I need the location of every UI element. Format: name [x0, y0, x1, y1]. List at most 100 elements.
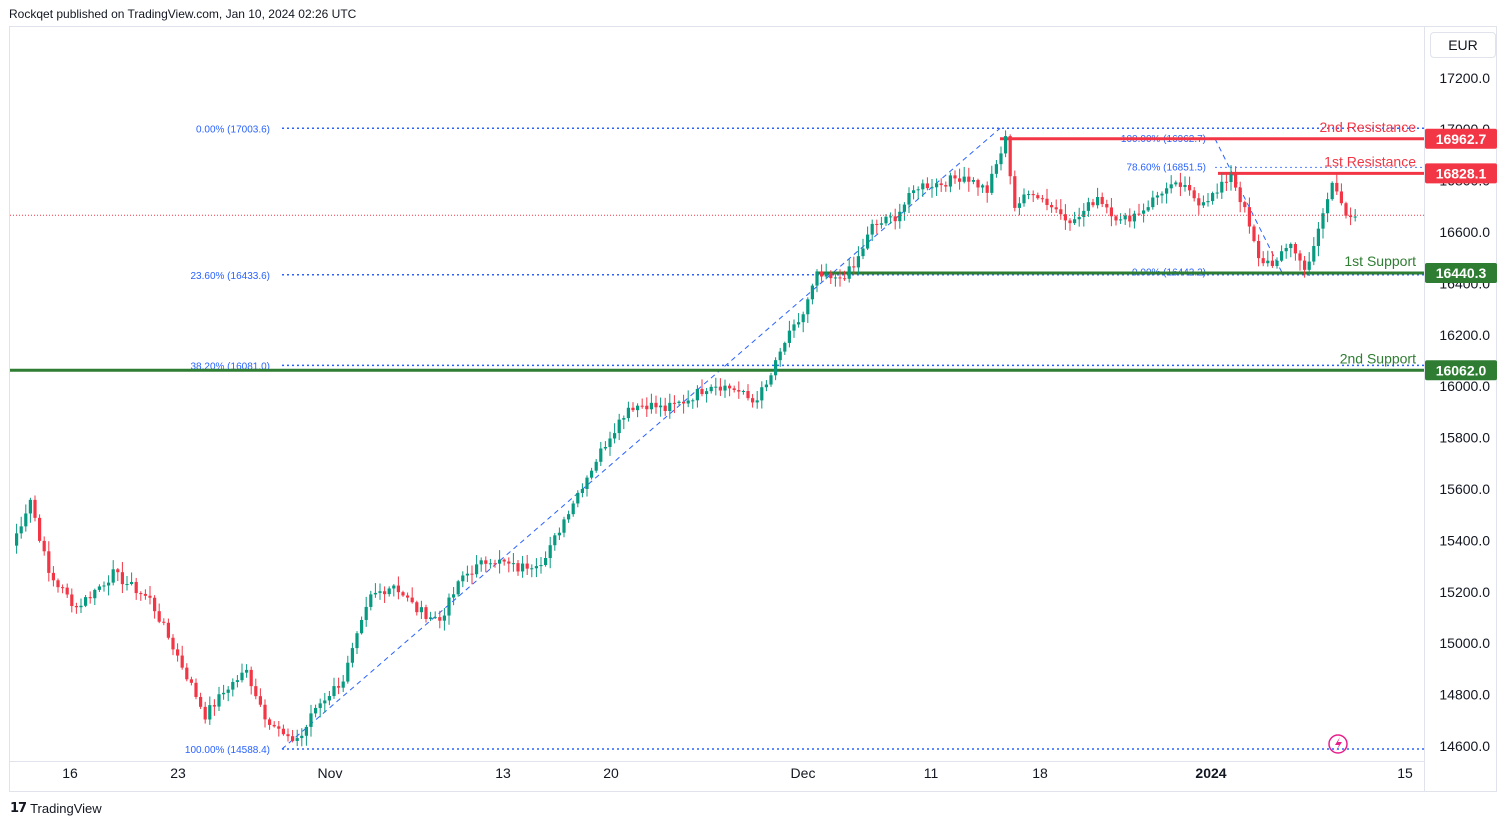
candle: [1353, 209, 1357, 222]
candle: [93, 588, 97, 606]
candle: [378, 583, 382, 600]
candle: [728, 383, 732, 397]
candle-body: [222, 692, 226, 695]
candle: [300, 728, 304, 747]
candle: [479, 557, 483, 572]
candle: [291, 729, 295, 743]
candle-body: [1289, 243, 1293, 249]
candle-body: [1059, 209, 1063, 215]
candle: [1137, 203, 1141, 216]
fib-level-label: 23.60% (16433.6): [190, 271, 270, 282]
candle: [654, 395, 658, 414]
candle-body: [898, 211, 902, 222]
candle-body: [194, 682, 198, 697]
level-badge-label: 16828.1: [1436, 165, 1487, 181]
candle: [42, 536, 46, 556]
candle: [507, 557, 511, 573]
candle-body: [153, 597, 157, 612]
candle: [429, 611, 433, 622]
candle: [732, 385, 736, 393]
candle-body: [700, 388, 704, 395]
candle-body: [1275, 260, 1279, 266]
candle: [1289, 242, 1293, 258]
candle: [1243, 200, 1247, 213]
candle: [755, 390, 759, 409]
level-badge-bg: [1425, 263, 1497, 284]
candle: [1275, 257, 1279, 269]
candle: [636, 403, 640, 418]
candle: [406, 592, 410, 602]
candle-body: [1096, 196, 1100, 206]
candle-body: [801, 314, 805, 323]
candle: [1045, 188, 1049, 211]
candle-body: [1284, 248, 1288, 252]
candle-body: [746, 391, 750, 399]
candle-body: [401, 592, 405, 596]
time-tick-label: 16: [62, 765, 78, 781]
candle-body: [622, 418, 626, 420]
candle: [314, 704, 318, 718]
time-tick-label: 11: [924, 765, 939, 781]
candle: [1252, 224, 1256, 243]
candle: [1229, 165, 1233, 191]
level-badge-bg: [1425, 163, 1497, 184]
candle-body: [663, 405, 667, 411]
candle: [838, 269, 842, 287]
candle-body: [1146, 207, 1150, 211]
candle-body: [442, 615, 446, 621]
candle-body: [295, 738, 299, 741]
flash-icon[interactable]: [1328, 734, 1348, 754]
candle: [166, 618, 170, 640]
candle-body: [764, 384, 768, 388]
candle-body: [1017, 203, 1021, 208]
candle: [79, 598, 83, 613]
candle-body: [415, 602, 419, 613]
candle-body: [1293, 243, 1297, 254]
candle-body: [530, 568, 534, 570]
candle-body: [189, 679, 193, 683]
candle-body: [1082, 210, 1086, 218]
level-badge-label: 16440.3: [1436, 265, 1487, 281]
candle-body: [838, 277, 842, 279]
candle: [677, 400, 681, 406]
time-tick-label: 2024: [1195, 765, 1226, 781]
candle-body: [861, 248, 865, 257]
candle-body: [1220, 181, 1224, 193]
candle: [829, 270, 833, 285]
candle: [433, 611, 437, 619]
candle-body: [603, 446, 607, 449]
candle: [617, 413, 621, 441]
candle-body: [1349, 215, 1353, 218]
candle-body: [902, 204, 906, 212]
candle-body: [484, 560, 488, 564]
candle: [346, 655, 350, 684]
candle: [383, 586, 387, 603]
candle-body: [28, 499, 32, 514]
tradingview-brand[interactable]: 𝟭𝟳 TradingView: [10, 800, 102, 816]
candle-body: [626, 407, 630, 419]
candle-body: [1128, 215, 1132, 222]
candle-body: [429, 617, 433, 619]
candle-body: [511, 563, 515, 565]
candle-body: [1036, 195, 1040, 199]
candle: [1321, 208, 1325, 239]
candle: [203, 701, 207, 724]
candle-body: [1330, 182, 1334, 200]
candle-body: [107, 582, 111, 586]
candle-body: [875, 223, 879, 225]
candle-body: [369, 594, 373, 607]
candle: [935, 178, 939, 196]
candle-body: [1206, 201, 1210, 203]
currency-button[interactable]: EUR: [1430, 32, 1496, 58]
candle-body: [557, 532, 561, 536]
candle: [1022, 188, 1026, 207]
candle-body: [709, 386, 713, 392]
candle-body: [111, 569, 115, 583]
candle: [544, 551, 548, 567]
candle-body: [249, 669, 253, 687]
candle-body: [226, 689, 230, 693]
candle-body: [981, 185, 985, 188]
candle: [33, 495, 37, 522]
candle-body: [755, 400, 759, 403]
